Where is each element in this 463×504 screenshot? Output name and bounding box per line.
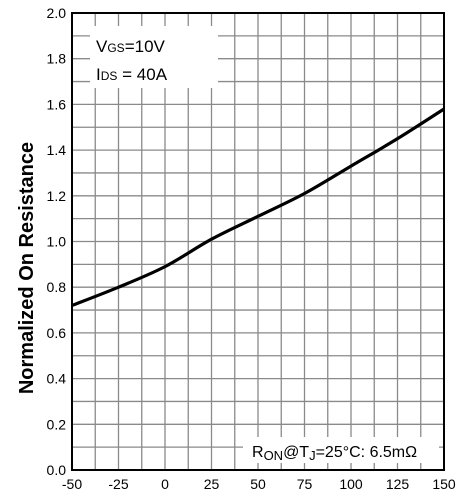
ron-annotation: RON@TJ=25°C: 6.5mΩ [243, 437, 439, 463]
vgs-value: =10V [125, 37, 166, 56]
y-tick-label: 0.2 [47, 416, 67, 432]
vgs-condition: VGS=10V [96, 37, 166, 56]
ids-prefix: I [96, 65, 101, 84]
conditions-box: VGS=10V IDS = 40A [90, 26, 218, 88]
x-tick-label: 0 [161, 476, 169, 492]
ids-sub: DS [101, 69, 118, 83]
x-tick-labels: -50 -25 0 25 50 75 100 125 150 [62, 476, 456, 492]
y-tick-label: 1.2 [47, 188, 67, 204]
y-tick-label: 1.4 [47, 142, 67, 158]
tj-sub: J [309, 448, 316, 463]
ron-r: R [252, 444, 264, 461]
y-tick-label: 0.4 [47, 371, 67, 387]
y-axis-label: Normalized On Resistance [16, 142, 38, 394]
ids-condition: IDS = 40A [96, 65, 168, 84]
series-line [71, 107, 445, 307]
ron-value: =25°C: 6.5mΩ [316, 444, 418, 461]
y-tick-label: 0.8 [47, 279, 67, 295]
conditions-box-background [90, 26, 218, 88]
ron-sub: ON [264, 448, 284, 463]
x-tick-label: 150 [432, 476, 456, 492]
data-series [71, 107, 445, 307]
ron-annotation-background [243, 437, 439, 463]
plot-frame [71, 12, 445, 471]
y-tick-label: 1.6 [47, 96, 67, 112]
x-tick-label: 100 [339, 476, 363, 492]
y-tick-label: 0.6 [47, 325, 67, 341]
y-tick-label: 0.0 [47, 462, 67, 478]
x-tick-label: 125 [386, 476, 410, 492]
y-tick-label: 1.8 [47, 51, 67, 67]
y-tick-label: 1.0 [47, 234, 67, 250]
x-tick-label: -25 [108, 476, 128, 492]
x-tick-label: -50 [62, 476, 82, 492]
vgs-sub: GS [107, 41, 124, 55]
ron-at: @T [283, 444, 309, 461]
vgs-prefix: V [96, 37, 108, 56]
y-tick-labels: 0.0 0.2 0.4 0.6 0.8 1.0 1.2 1.4 1.6 1.8 2.0 [47, 5, 67, 478]
y-tick-label: 2.0 [47, 5, 67, 21]
ron-annotation-text: RON@TJ=25°C: 6.5mΩ [252, 444, 417, 463]
x-tick-label: 75 [297, 476, 313, 492]
x-tick-label: 25 [204, 476, 220, 492]
x-tick-label: 50 [250, 476, 266, 492]
ids-value: = 40A [117, 65, 167, 84]
